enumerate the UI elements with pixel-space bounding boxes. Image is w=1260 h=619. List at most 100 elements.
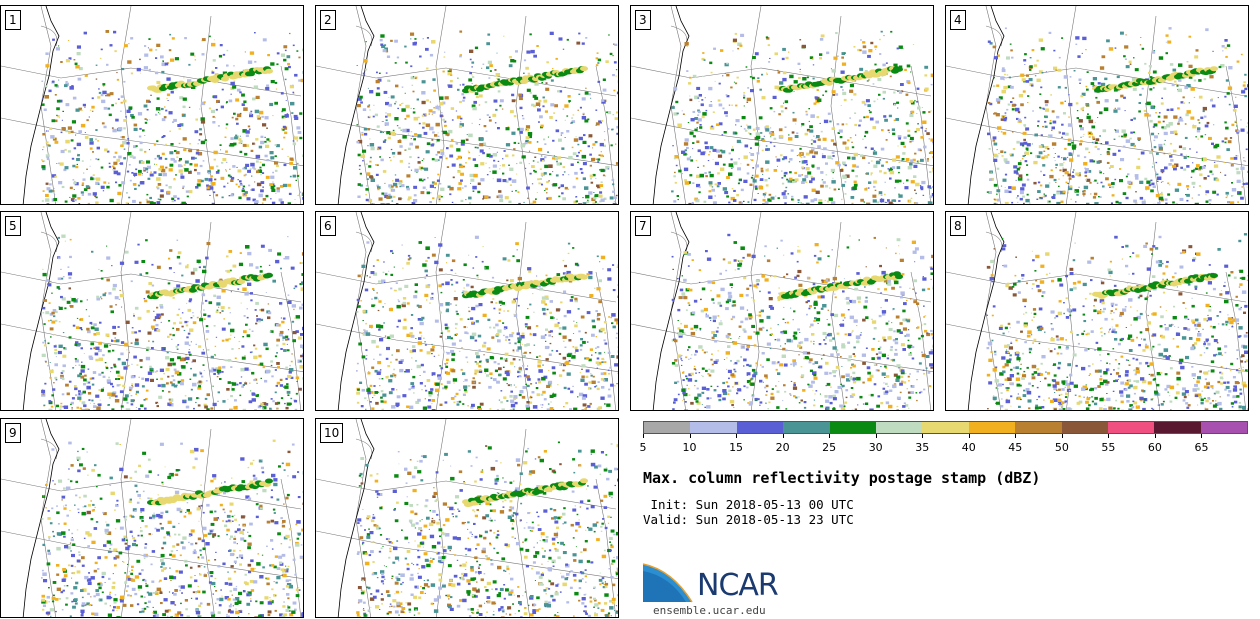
reflectivity-cell bbox=[133, 123, 138, 127]
reflectivity-cell bbox=[398, 180, 403, 184]
reflectivity-cell bbox=[1180, 166, 1183, 169]
reflectivity-cell bbox=[260, 318, 264, 321]
reflectivity-cell bbox=[276, 189, 280, 193]
reflectivity-cell bbox=[1083, 156, 1087, 159]
reflectivity-cell bbox=[1114, 178, 1117, 181]
reflectivity-cell bbox=[230, 93, 232, 95]
reflectivity-cell bbox=[208, 301, 213, 305]
reflectivity-cell bbox=[112, 128, 117, 133]
reflectivity-cell bbox=[762, 203, 767, 204]
reflectivity-cell bbox=[119, 390, 124, 394]
reflectivity-cell bbox=[292, 91, 295, 93]
reflectivity-cell bbox=[298, 79, 302, 82]
reflectivity-cell bbox=[774, 85, 779, 89]
reflectivity-cell bbox=[536, 161, 539, 163]
reflectivity-cell bbox=[105, 95, 107, 97]
reflectivity-cell bbox=[548, 370, 550, 371]
reflectivity-cell bbox=[536, 192, 538, 193]
reflectivity-cell bbox=[296, 126, 301, 130]
reflectivity-cell bbox=[48, 144, 51, 147]
reflectivity-cell bbox=[1207, 175, 1210, 177]
reflectivity-cell bbox=[243, 107, 248, 111]
reflectivity-cell bbox=[1092, 77, 1097, 81]
reflectivity-cell bbox=[851, 202, 854, 204]
reflectivity-cell bbox=[921, 180, 926, 185]
reflectivity-cell bbox=[1133, 117, 1136, 120]
reflectivity-cell bbox=[1132, 87, 1137, 91]
reflectivity-cell bbox=[226, 255, 229, 258]
reflectivity-cell bbox=[896, 166, 901, 170]
reflectivity-cell bbox=[502, 158, 504, 160]
reflectivity-cell bbox=[370, 176, 374, 179]
reflectivity-cell bbox=[699, 124, 702, 126]
reflectivity-cell bbox=[616, 125, 618, 129]
reflectivity-cell bbox=[523, 72, 525, 74]
reflectivity-cell bbox=[492, 153, 498, 157]
reflectivity-cell bbox=[1157, 201, 1161, 204]
reflectivity-cell bbox=[849, 117, 851, 119]
reflectivity-cell bbox=[1083, 190, 1086, 192]
reflectivity-cell bbox=[173, 287, 177, 290]
reflectivity-cell bbox=[256, 318, 261, 322]
reflectivity-cell bbox=[1022, 195, 1025, 198]
reflectivity-cell bbox=[1044, 155, 1049, 159]
reflectivity-cell bbox=[128, 386, 133, 390]
reflectivity-cell bbox=[1011, 186, 1016, 190]
reflectivity-cell bbox=[394, 39, 398, 43]
reflectivity-cell bbox=[155, 71, 159, 75]
reflectivity-cell bbox=[1186, 84, 1191, 88]
reflectivity-cell bbox=[590, 181, 594, 184]
reflectivity-cell bbox=[284, 385, 289, 389]
reflectivity-cell bbox=[1078, 186, 1080, 188]
reflectivity-cell bbox=[258, 320, 261, 323]
reflectivity-cell bbox=[988, 191, 992, 194]
boundary-line bbox=[316, 117, 618, 167]
reflectivity-cell bbox=[187, 79, 192, 83]
reflectivity-cell bbox=[1203, 177, 1207, 180]
reflectivity-cell bbox=[798, 154, 801, 156]
reflectivity-cell bbox=[165, 367, 170, 372]
reflectivity-cell bbox=[182, 187, 184, 189]
reflectivity-cell bbox=[48, 408, 53, 410]
reflectivity-cell bbox=[224, 136, 227, 138]
reflectivity-cell bbox=[180, 173, 184, 176]
reflectivity-cell bbox=[1012, 97, 1015, 99]
reflectivity-cell bbox=[835, 93, 839, 96]
reflectivity-cell bbox=[253, 167, 257, 171]
reflectivity-cell bbox=[287, 294, 290, 296]
reflectivity-cell bbox=[1243, 81, 1246, 84]
reflectivity-cell bbox=[43, 404, 46, 407]
reflectivity-cell bbox=[384, 182, 386, 184]
reflectivity-cell bbox=[423, 178, 426, 181]
reflectivity-cell bbox=[401, 103, 403, 105]
reflectivity-cell bbox=[127, 152, 132, 156]
reflectivity-cell bbox=[783, 102, 785, 104]
reflectivity-cell bbox=[249, 382, 251, 384]
reflectivity-cell bbox=[449, 303, 452, 305]
reflectivity-cell bbox=[413, 116, 419, 121]
reflectivity-cell bbox=[917, 123, 919, 125]
reflectivity-cell bbox=[581, 154, 587, 159]
reflectivity-cell bbox=[100, 48, 103, 51]
reflectivity-cell bbox=[276, 401, 281, 405]
reflectivity-cell bbox=[1044, 194, 1047, 197]
reflectivity-cell bbox=[242, 384, 245, 386]
reflectivity-cell bbox=[367, 105, 370, 108]
reflectivity-cell bbox=[1197, 138, 1199, 140]
reflectivity-cell bbox=[505, 180, 509, 183]
reflectivity-cell bbox=[78, 130, 82, 134]
reflectivity-cell bbox=[1108, 167, 1111, 169]
reflectivity-cell bbox=[1204, 134, 1207, 136]
reflectivity-cell bbox=[493, 159, 496, 162]
reflectivity-cell bbox=[429, 201, 432, 204]
reflectivity-cell bbox=[58, 306, 60, 308]
reflectivity-cell bbox=[909, 139, 911, 141]
reflectivity-cell bbox=[1092, 160, 1096, 163]
reflectivity-cell bbox=[831, 69, 836, 73]
reflectivity-cell bbox=[467, 405, 469, 407]
reflectivity-cell bbox=[108, 182, 110, 184]
reflectivity-cell bbox=[384, 47, 388, 51]
reflectivity-cell bbox=[147, 331, 152, 335]
reflectivity-cell bbox=[755, 132, 760, 136]
reflectivity-cell bbox=[77, 154, 80, 157]
